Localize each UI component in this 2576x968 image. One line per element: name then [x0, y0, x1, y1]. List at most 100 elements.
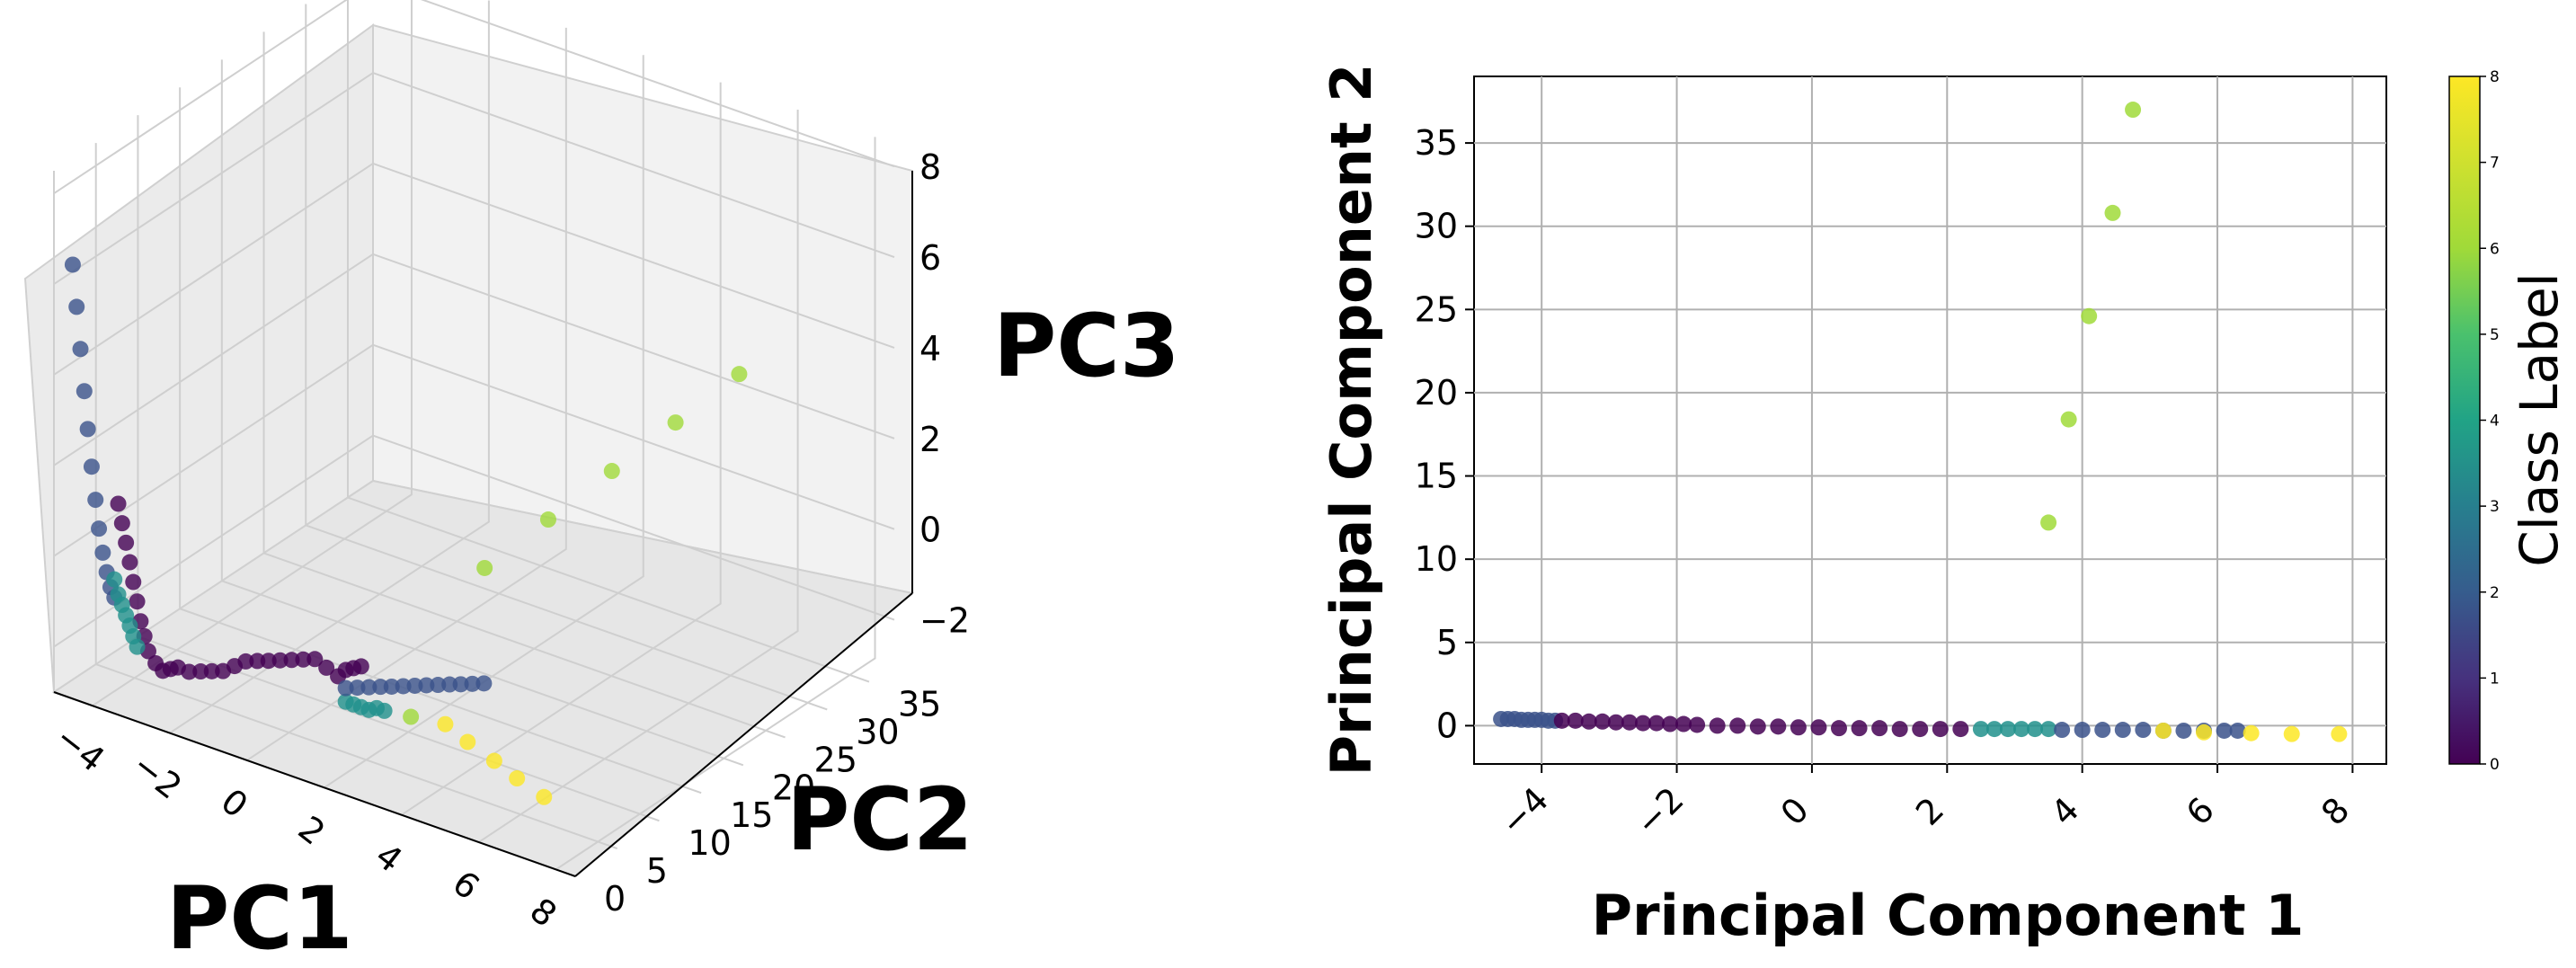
point-2d-class-0 — [1553, 712, 1570, 729]
colorbar-tick-label: 2 — [2490, 584, 2500, 602]
point-3d-class-0 — [306, 651, 324, 668]
y-tick-label-2d: 30 — [1415, 207, 1458, 246]
point-3d-class-0 — [129, 593, 146, 610]
point-3d-class-0 — [295, 651, 312, 668]
point-2d-class-2 — [2094, 722, 2111, 739]
point-2d-class-8 — [2243, 724, 2260, 742]
point-3d-class-7 — [603, 463, 620, 480]
y-tick-label-2d: 25 — [1415, 289, 1458, 329]
point-3d-class-2 — [87, 492, 104, 509]
x-tick-label-3d: 4 — [369, 836, 410, 881]
point-3d-class-0 — [121, 554, 138, 571]
y-tick-label-2d: 5 — [1436, 623, 1458, 662]
point-3d-class-8 — [536, 788, 553, 805]
point-3d-class-7 — [403, 708, 420, 725]
point-3d-class-5 — [129, 638, 146, 655]
y-tick-label-3d: 10 — [688, 823, 731, 863]
grid-line-y-4 — [220, 59, 744, 767]
x-tick-label-3d: 2 — [291, 808, 333, 853]
z-axis-title-3d: PC3 — [993, 296, 1180, 396]
colorbar-tick-label: 8 — [2490, 68, 2500, 86]
point-3d-class-0 — [237, 653, 254, 670]
y-tick-label-2d: 35 — [1415, 123, 1458, 163]
x-axis-line — [53, 691, 576, 877]
point-2d-class-0 — [1749, 718, 1766, 735]
y-axis-line — [574, 592, 913, 877]
point-2d-class-0 — [1662, 715, 1679, 733]
point-3d-class-7 — [667, 414, 684, 431]
point-2d-class-0 — [1709, 717, 1726, 734]
point-2d-class-7 — [2125, 102, 2142, 119]
grid-line-z-2 — [53, 253, 895, 466]
point-3d-class-2 — [372, 679, 389, 696]
point-3d-class-2 — [395, 678, 412, 695]
point-3d-class-2 — [83, 458, 100, 475]
points-3d — [64, 256, 748, 805]
point-3d-class-2 — [452, 676, 469, 693]
point-2d-class-0 — [1607, 714, 1624, 731]
point-2d-class-0 — [1810, 719, 1827, 736]
x-tick-label-2d: −4 — [1493, 779, 1557, 843]
colorbar-tick-label: 4 — [2490, 413, 2500, 431]
y-tick-label-3d: 35 — [898, 685, 941, 724]
grid-line-y-5 — [262, 31, 786, 739]
grid-line-x-0 — [92, 0, 413, 707]
point-2d-class-8 — [2154, 722, 2172, 739]
x-axis-title-3d: PC1 — [166, 868, 353, 968]
point-2d-class-0 — [1851, 720, 1868, 737]
grid-line-z-0 — [53, 434, 895, 648]
point-2d-class-0 — [1770, 718, 1787, 735]
point-3d-class-2 — [441, 676, 458, 693]
point-2d-class-5 — [2040, 721, 2057, 738]
x-tick-label-3d: 8 — [522, 890, 564, 935]
y-tick-label-3d: 20 — [772, 768, 815, 807]
grid-line-y-6 — [305, 4, 828, 711]
grid-line-z-3 — [53, 162, 895, 376]
point-3d-class-2 — [418, 677, 435, 694]
point-3d-class-2 — [76, 383, 93, 400]
point-2d-class-8 — [2196, 724, 2212, 741]
point-3d-class-2 — [475, 675, 493, 692]
point-3d-class-2 — [64, 256, 81, 273]
y-axis-title-2d: Principal Component 2 — [1319, 64, 1384, 777]
point-2d-class-5 — [1972, 721, 1989, 738]
point-2d-class-0 — [1567, 712, 1584, 729]
point-2d-class-0 — [1634, 715, 1651, 732]
point-2d-class-2 — [2135, 722, 2152, 739]
point-2d-class-0 — [1621, 714, 1638, 731]
point-2d-class-0 — [1580, 713, 1597, 730]
x-tick-label-2d: 8 — [2314, 790, 2357, 833]
point-2d-class-0 — [1594, 713, 1611, 730]
point-2d-class-0 — [1891, 721, 1908, 738]
point-3d-class-2 — [337, 679, 354, 697]
grid-3d — [53, 0, 895, 877]
grid-line-x-6 — [555, 137, 876, 871]
point-2d-class-7 — [2081, 307, 2098, 324]
point-2d-class-0 — [1648, 715, 1665, 732]
point-2d-class-7 — [2104, 204, 2121, 221]
x-tick-label-2d: 2 — [1908, 790, 1951, 833]
point-2d-class-0 — [1675, 715, 1692, 733]
point-3d-class-8 — [459, 733, 476, 750]
point-3d-class-8 — [485, 752, 502, 769]
y-tick-label-3d: 25 — [814, 740, 857, 779]
point-3d-class-0 — [318, 659, 335, 676]
point-3d-class-5 — [106, 571, 123, 588]
point-3d-class-0 — [203, 662, 220, 679]
points-2d — [1493, 102, 2348, 742]
y-tick-label-3d: 30 — [856, 712, 899, 751]
y-tick-label-3d: 15 — [730, 795, 773, 835]
point-3d-class-0 — [113, 515, 130, 532]
point-2d-class-7 — [2040, 514, 2057, 531]
point-2d-class-0 — [1912, 721, 1929, 738]
point-3d-class-0 — [181, 663, 198, 680]
point-3d-class-2 — [72, 341, 89, 358]
point-3d-class-7 — [731, 366, 748, 383]
y-axis-title-3d: PC2 — [786, 769, 973, 870]
point-2d-class-2 — [2054, 722, 2071, 739]
colorbar-tick-label: 3 — [2490, 498, 2500, 516]
z-tick-label-3d: 8 — [919, 147, 941, 187]
point-3d-class-0 — [125, 573, 142, 591]
point-3d-class-0 — [271, 652, 289, 669]
plot-area-2d — [1473, 75, 2387, 765]
